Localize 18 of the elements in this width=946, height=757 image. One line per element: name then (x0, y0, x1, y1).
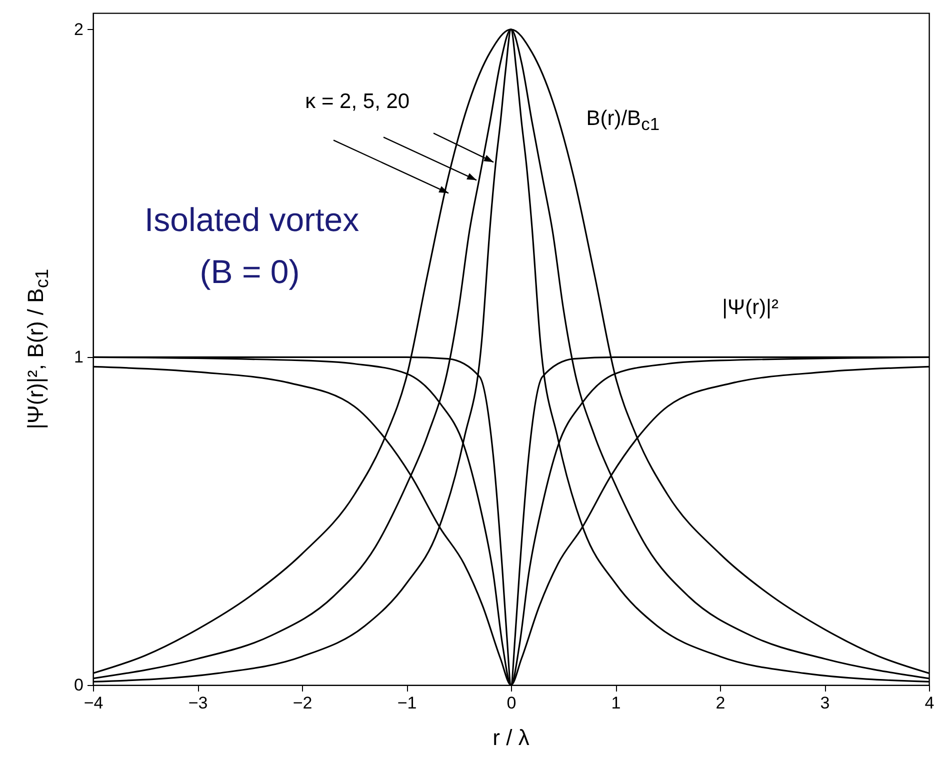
y-tick-label: 1 (74, 348, 84, 367)
y-tick-label: 2 (74, 20, 84, 39)
x-tick-label: −2 (292, 694, 312, 712)
x-tick-label: 3 (820, 694, 830, 712)
y-tick-label: 0 (74, 676, 84, 694)
x-tick-label: 1 (611, 694, 621, 712)
x-tick-label: −1 (397, 694, 417, 712)
annotation: B(r)/B$_{c1}$ (586, 107, 660, 136)
x-tick-label: 4 (924, 694, 934, 712)
annotation: |Ψ(r)|² (722, 296, 779, 320)
x-tick-label: 2 (716, 694, 726, 712)
x-tick-label: −3 (188, 694, 208, 712)
annotation: (B = 0) (200, 252, 300, 291)
x-axis-title: r / λ (492, 725, 530, 751)
annotation: Isolated vortex (144, 200, 360, 239)
x-tick-label: 0 (506, 694, 516, 712)
x-tick-label: −4 (84, 694, 104, 712)
annotation: κ = 2, 5, 20 (305, 90, 410, 114)
